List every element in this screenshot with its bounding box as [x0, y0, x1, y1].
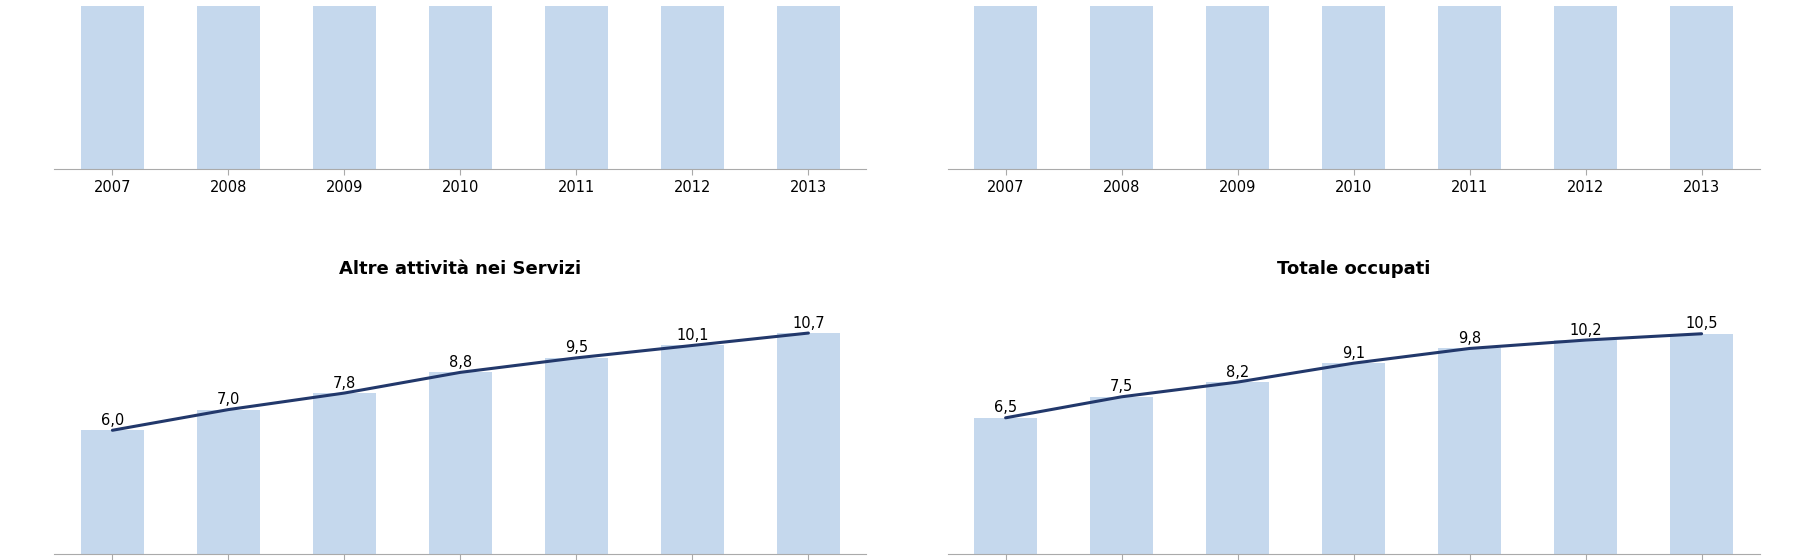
- Text: 9,8: 9,8: [1458, 331, 1482, 346]
- Bar: [1669, 6, 1734, 169]
- Bar: [1439, 6, 1502, 169]
- Bar: [544, 6, 608, 169]
- Text: 10,7: 10,7: [793, 316, 825, 330]
- Bar: [974, 6, 1038, 169]
- Bar: [776, 6, 840, 169]
- Bar: [1553, 6, 1618, 169]
- Bar: [544, 358, 608, 554]
- Bar: [776, 333, 840, 554]
- Text: 10,2: 10,2: [1569, 323, 1602, 338]
- Text: 7,0: 7,0: [216, 392, 239, 407]
- Title: Totale occupati: Totale occupati: [1277, 260, 1429, 278]
- Text: 6,0: 6,0: [102, 413, 123, 428]
- Bar: [660, 6, 724, 169]
- Bar: [80, 6, 145, 169]
- Text: 9,1: 9,1: [1342, 346, 1366, 361]
- Text: 8,2: 8,2: [1226, 365, 1250, 380]
- Text: 10,1: 10,1: [677, 328, 709, 343]
- Text: 7,8: 7,8: [332, 376, 356, 390]
- Text: 9,5: 9,5: [564, 340, 588, 356]
- Bar: [1206, 382, 1270, 554]
- Bar: [196, 409, 261, 554]
- Bar: [428, 6, 492, 169]
- Bar: [312, 6, 375, 169]
- Bar: [312, 393, 375, 554]
- Bar: [1439, 348, 1502, 554]
- Bar: [80, 430, 145, 554]
- Bar: [1090, 6, 1154, 169]
- Text: 8,8: 8,8: [448, 355, 472, 370]
- Bar: [1322, 363, 1386, 554]
- Bar: [1322, 6, 1386, 169]
- Bar: [1206, 6, 1270, 169]
- Bar: [1553, 340, 1618, 554]
- Bar: [1090, 397, 1154, 554]
- Text: 7,5: 7,5: [1110, 379, 1134, 394]
- Bar: [974, 418, 1038, 554]
- Bar: [1669, 334, 1734, 554]
- Bar: [660, 346, 724, 554]
- Text: 10,5: 10,5: [1685, 316, 1718, 331]
- Title: Altre attività nei Servizi: Altre attività nei Servizi: [339, 260, 582, 278]
- Bar: [428, 372, 492, 554]
- Bar: [196, 6, 261, 169]
- Text: 6,5: 6,5: [994, 400, 1018, 416]
